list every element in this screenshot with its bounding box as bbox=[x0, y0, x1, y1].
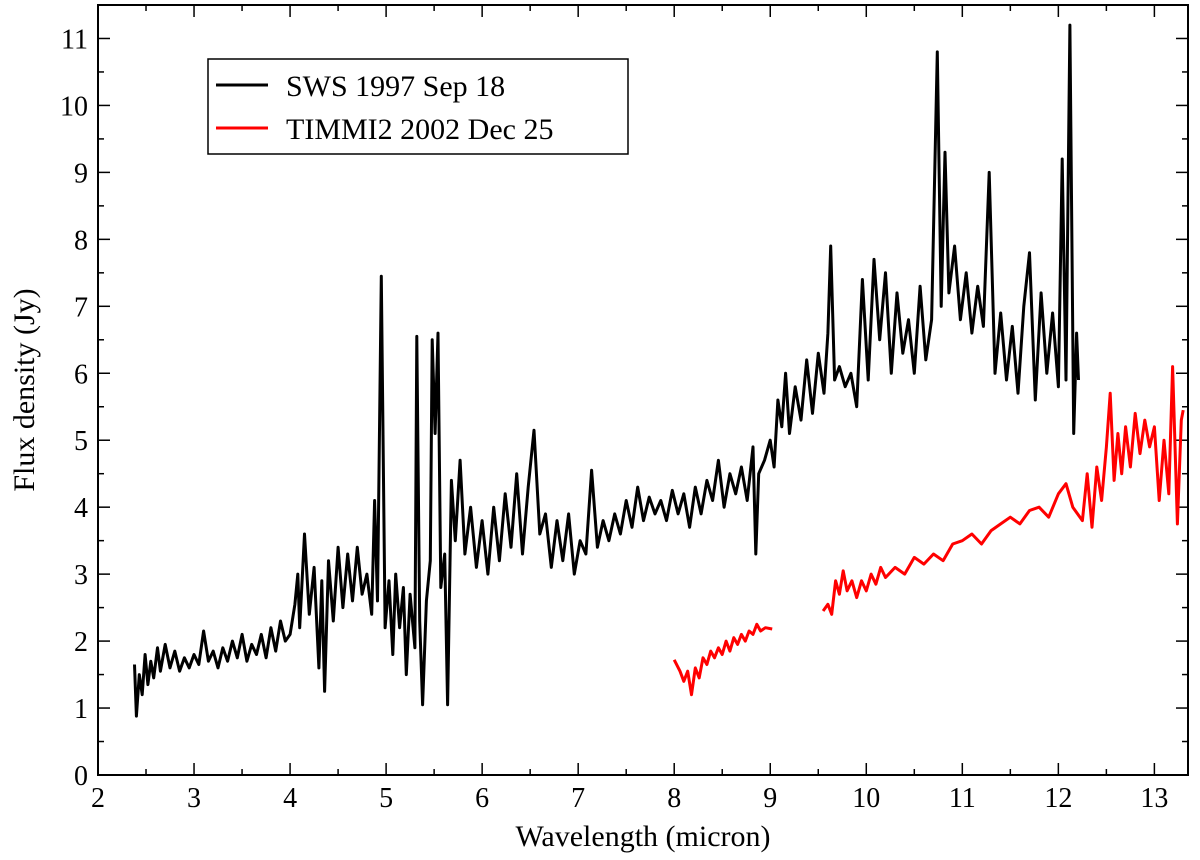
y-tick-label: 8 bbox=[74, 225, 88, 256]
y-tick-label: 11 bbox=[61, 24, 88, 55]
legend-label-timmi2: TIMMI2 2002 Dec 25 bbox=[286, 113, 553, 146]
x-tick-label: 8 bbox=[667, 783, 681, 814]
x-tick-label: 13 bbox=[1140, 783, 1168, 814]
y-tick-label: 10 bbox=[60, 91, 88, 122]
x-tick-label: 2 bbox=[91, 783, 105, 814]
x-tick-label: 5 bbox=[379, 783, 393, 814]
series-line-timmi2-segment-1 bbox=[672, 622, 773, 697]
x-tick-label: 7 bbox=[571, 783, 585, 814]
y-tick-label: 7 bbox=[74, 292, 88, 323]
axis-ticks bbox=[97, 5, 1188, 776]
x-tick-label: 3 bbox=[187, 783, 201, 814]
y-tick-label: 9 bbox=[74, 158, 88, 189]
legend: SWS 1997 Sep 18 TIMMI2 2002 Dec 25 bbox=[207, 58, 629, 155]
y-tick-label: 5 bbox=[74, 426, 88, 457]
legend-box bbox=[207, 58, 629, 155]
y-tick-label: 3 bbox=[74, 560, 88, 591]
y-tick-label: 0 bbox=[74, 761, 88, 792]
x-tick-label: 12 bbox=[1044, 783, 1072, 814]
y-tick-label: 4 bbox=[74, 493, 88, 524]
series-line-timmi2-segment-2 bbox=[821, 365, 1185, 616]
x-axis-title: Wavelength (micron) bbox=[516, 820, 771, 853]
legend-label-sws: SWS 1997 Sep 18 bbox=[286, 70, 505, 103]
series-layer bbox=[133, 23, 1185, 718]
plot-frame bbox=[97, 4, 1189, 776]
x-tick-label: 9 bbox=[763, 783, 777, 814]
y-axis-title: Flux density (Jy) bbox=[8, 288, 41, 491]
y-tick-label: 1 bbox=[74, 694, 88, 725]
y-tick-label: 6 bbox=[74, 359, 88, 390]
x-tick-label: 6 bbox=[475, 783, 489, 814]
x-tick-label: 4 bbox=[283, 783, 297, 814]
y-tick-label: 2 bbox=[74, 627, 88, 658]
series-line-sws bbox=[133, 23, 1080, 718]
x-tick-label: 11 bbox=[949, 783, 976, 814]
x-tick-label: 10 bbox=[852, 783, 880, 814]
